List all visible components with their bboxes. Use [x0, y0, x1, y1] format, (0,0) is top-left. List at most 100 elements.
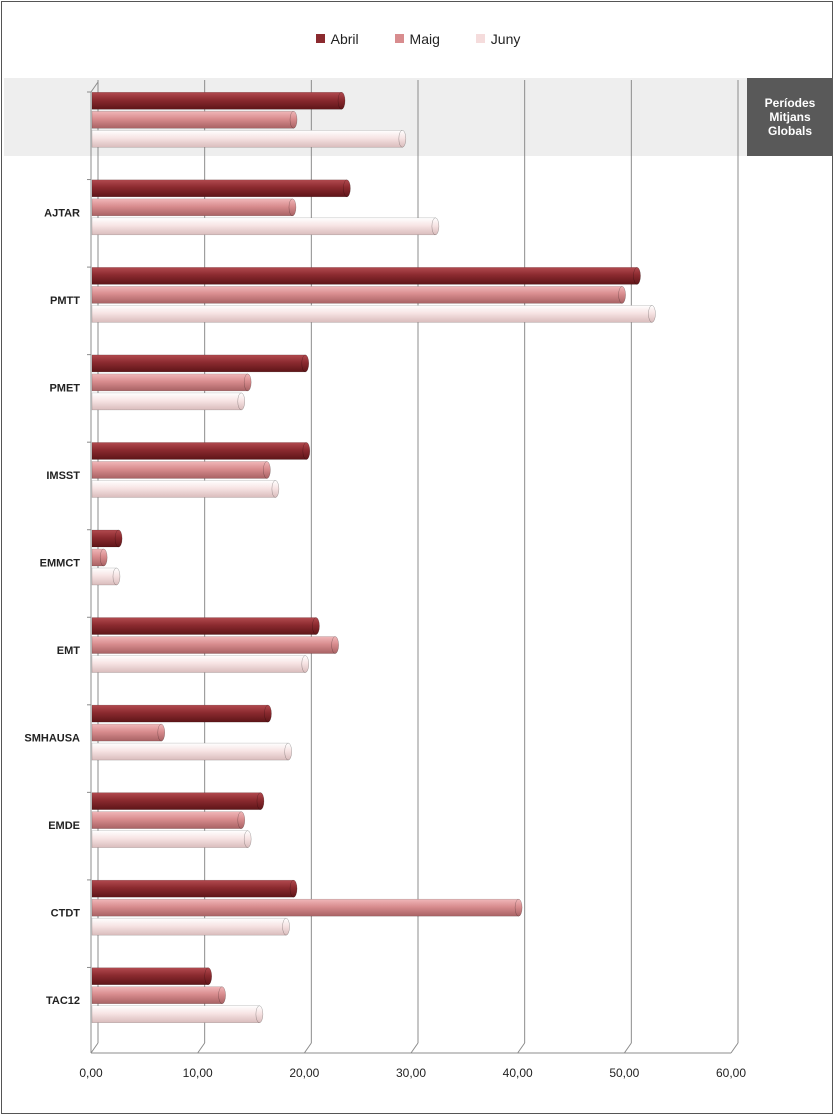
bar-cap	[648, 305, 656, 323]
bar-cap	[237, 811, 246, 829]
gridline-depth	[303, 1042, 312, 1054]
bar-cap	[289, 879, 298, 898]
bar-cap	[431, 217, 440, 236]
bar	[91, 286, 623, 304]
x-tick-label: 10,00	[183, 1066, 213, 1080]
label-layer: 0,00 10,00 20,00 30,00 40,00 50,00 60,00 AJTAR P…	[24, 207, 746, 1080]
bar-cap	[284, 742, 292, 761]
bar	[91, 305, 653, 323]
bar-cap	[243, 830, 252, 848]
bar	[91, 617, 317, 635]
bar-cap	[337, 92, 346, 110]
bar	[91, 130, 403, 148]
gridline-depth	[623, 1042, 632, 1054]
gridline-depth	[410, 1042, 419, 1054]
bar-cap	[633, 267, 641, 285]
bar-cap	[312, 617, 320, 635]
bar	[91, 967, 209, 985]
x-tick-label: 30,00	[396, 1066, 426, 1080]
category-label: EMMCT	[40, 558, 81, 570]
bar-cap	[264, 704, 272, 723]
category-label: TAC12	[46, 995, 80, 1007]
bar-cap	[243, 373, 252, 392]
bar	[91, 217, 436, 236]
category-label: IMSST	[46, 470, 80, 482]
bar-cap	[157, 723, 166, 742]
bar	[91, 636, 336, 654]
gridline-depth	[90, 1042, 99, 1054]
bar	[91, 198, 293, 217]
bar	[91, 742, 289, 761]
category-label: PMET	[49, 382, 80, 394]
bar	[91, 92, 342, 110]
bar-cap	[301, 354, 310, 373]
bar	[91, 811, 242, 829]
bar-cap	[237, 392, 246, 411]
category-label: SMHAUSA	[24, 733, 80, 745]
bar	[91, 723, 162, 742]
bar	[91, 442, 307, 460]
x-tick-label: 60,00	[716, 1066, 746, 1080]
y-axis-depth	[90, 81, 99, 93]
bar	[91, 111, 294, 129]
category-label: CTDT	[51, 908, 81, 920]
bar	[91, 461, 268, 479]
bar-layer	[91, 92, 656, 1023]
legend: Abril Maig Juny	[0, 30, 836, 47]
bar-cap	[204, 967, 212, 985]
bar	[91, 267, 638, 285]
bar	[91, 704, 269, 723]
x-tick-label: 20,00	[289, 1066, 319, 1080]
bar-cap	[289, 111, 298, 129]
bar-cap	[282, 917, 290, 936]
bar-cap	[398, 130, 407, 148]
bar	[91, 1005, 260, 1023]
bar	[91, 655, 306, 673]
bar	[91, 879, 294, 898]
bar-cap	[263, 461, 271, 479]
category-label: EMDE	[48, 820, 80, 832]
category-label: EMT	[57, 645, 81, 657]
bar-cap	[301, 655, 310, 673]
bar-cap	[271, 480, 280, 498]
gridline-depth	[730, 1042, 739, 1054]
x-tick-label: 40,00	[503, 1066, 533, 1080]
bar-cap	[343, 179, 351, 198]
category-label: PMTT	[50, 295, 80, 307]
bar	[91, 898, 519, 917]
bar-cap	[256, 792, 265, 810]
legend-item-maig: Maig	[394, 30, 440, 47]
legend-item-abril: Abril	[315, 30, 359, 47]
legend-swatch-abril	[315, 34, 325, 43]
legend-label-juny: Juny	[490, 30, 521, 47]
bar	[91, 529, 119, 548]
bar	[91, 830, 248, 848]
bar	[91, 917, 287, 936]
highlight-label: Períodes Mitjans Globals	[747, 78, 833, 156]
x-tick-label: 50,00	[609, 1066, 639, 1080]
bar-cap	[112, 567, 121, 586]
legend-label-abril: Abril	[330, 30, 359, 47]
category-label: AJTAR	[44, 207, 80, 219]
bar-cap	[618, 286, 626, 304]
gridline-depth	[517, 1042, 526, 1054]
bar-cap	[114, 529, 123, 548]
bar	[91, 480, 276, 498]
bar	[91, 792, 261, 810]
bar-cap	[302, 442, 311, 460]
legend-label-maig: Maig	[409, 30, 440, 47]
bar-cap	[514, 898, 523, 917]
gridline-depth	[197, 1042, 206, 1054]
bar-cap	[255, 1005, 264, 1023]
bar	[91, 986, 223, 1004]
bar-cap	[218, 986, 226, 1004]
bar-cap	[331, 636, 339, 654]
bar	[91, 373, 248, 392]
bar	[91, 179, 348, 198]
bar	[91, 392, 242, 411]
bar-cap	[288, 198, 297, 217]
bar	[91, 354, 306, 373]
legend-swatch-juny	[475, 34, 485, 43]
legend-item-juny: Juny	[475, 30, 521, 47]
